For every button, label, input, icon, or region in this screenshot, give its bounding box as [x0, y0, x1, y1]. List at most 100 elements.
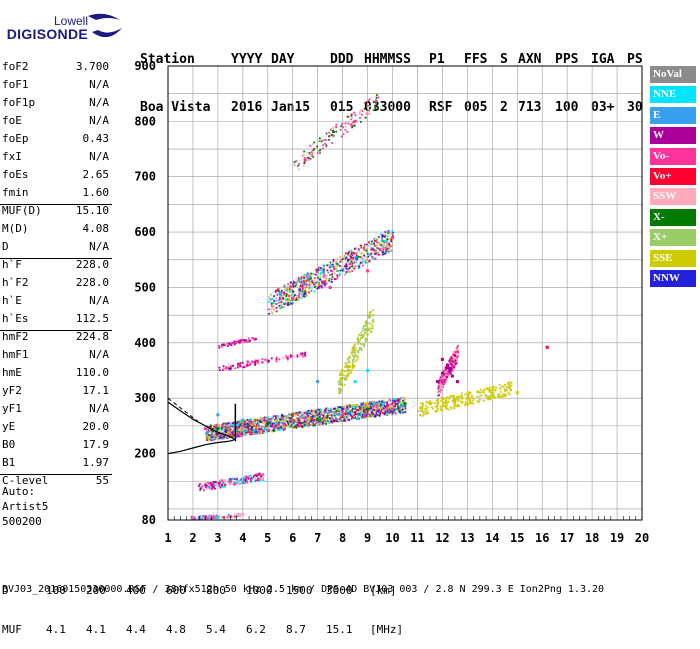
echo-dot	[260, 428, 263, 430]
echo-dot	[320, 413, 323, 416]
data-point	[303, 158, 307, 162]
echo-dot	[260, 475, 262, 478]
echo-dot	[310, 154, 313, 157]
echo-dot	[359, 405, 362, 408]
echo-dot	[280, 303, 283, 306]
echo-dot	[387, 230, 390, 233]
echo-dot	[363, 328, 366, 330]
echo-dot	[359, 262, 362, 265]
echo-dot	[367, 255, 370, 258]
echo-dot	[326, 416, 329, 419]
echo-dot	[445, 369, 448, 372]
echo-dot	[273, 302, 276, 304]
param-row: hmF1 N/A	[0, 348, 112, 366]
echo-dot	[242, 426, 245, 429]
echo-dot	[318, 420, 321, 423]
echo-dot	[332, 412, 335, 415]
echo-dot	[312, 273, 315, 276]
echo-dot	[344, 411, 347, 414]
param-label: fxI	[2, 150, 22, 163]
echo-dot	[253, 476, 256, 479]
echo-dot	[289, 414, 292, 416]
echo-dot	[435, 410, 438, 412]
data-point	[366, 369, 370, 373]
param-row: C-level 55	[0, 474, 112, 492]
echo-dot	[329, 411, 331, 413]
echo-dot	[288, 288, 291, 291]
echo-dot	[344, 265, 346, 267]
echo-dot	[252, 337, 255, 339]
echo-dot	[337, 269, 340, 272]
echo-dot	[256, 359, 259, 362]
echo-dot	[367, 402, 370, 405]
echo-dot	[358, 410, 360, 413]
echo-dot	[461, 397, 464, 400]
data-point	[353, 380, 357, 384]
echo-dot	[260, 477, 263, 480]
echo-dot	[429, 400, 431, 403]
echo-dot	[388, 244, 391, 246]
echo-dot	[344, 266, 347, 269]
echo-dot	[298, 288, 301, 291]
echo-dot	[220, 345, 223, 348]
echo-dot	[422, 402, 424, 405]
echo-dot	[255, 431, 258, 433]
echo-dot	[344, 416, 347, 418]
echo-dot	[457, 398, 460, 401]
echo-dot	[380, 404, 382, 407]
echo-dot	[297, 279, 300, 282]
echo-dot	[350, 250, 353, 253]
echo-dot	[339, 256, 342, 258]
echo-dot	[217, 433, 220, 435]
echo-dot	[313, 283, 316, 286]
y-tick-label: 800	[134, 114, 156, 128]
echo-dot	[381, 234, 384, 237]
echo-dot	[285, 303, 287, 306]
echo-dot	[249, 424, 252, 427]
echo-dot	[220, 431, 223, 434]
echo-dot	[218, 437, 220, 440]
echo-dot	[228, 424, 231, 427]
x-tick-label: 3	[214, 531, 221, 545]
param-value: N/A	[89, 294, 109, 307]
echo-dot	[272, 307, 274, 310]
echo-dot	[364, 328, 367, 331]
param-label: foF1	[2, 78, 29, 91]
param-row: foE N/A	[0, 114, 112, 132]
echo-dot	[290, 425, 293, 428]
param-row: foEp 0.43	[0, 132, 112, 150]
echo-dot	[277, 301, 280, 304]
chart-grid	[167, 66, 643, 520]
echo-dot	[258, 478, 261, 481]
echo-dot	[215, 516, 218, 519]
echo-dot	[286, 303, 289, 306]
echo-dot	[362, 406, 365, 409]
echo-dot	[347, 412, 350, 415]
header-field: 015	[330, 100, 354, 115]
echo-dot	[358, 333, 360, 336]
echo-dot	[346, 131, 349, 133]
echo-dot	[307, 410, 310, 412]
echo-dot	[341, 418, 344, 421]
echo-dot	[282, 421, 285, 424]
echo-dot	[294, 413, 296, 416]
echo-dot	[314, 411, 317, 414]
echo-dot	[391, 403, 394, 405]
echo-dot	[361, 408, 363, 411]
echo-dot	[340, 411, 343, 414]
echo-dot	[199, 515, 201, 518]
echo-dot	[451, 400, 454, 402]
echo-dot	[257, 427, 260, 430]
echo-dot	[461, 400, 464, 403]
echo-dot	[460, 392, 463, 395]
param-row: h`E N/A	[0, 294, 112, 312]
echo-dot	[501, 385, 503, 388]
x-tick-label: 5	[264, 531, 271, 545]
echo-dot	[306, 156, 309, 159]
echo-dot	[229, 431, 232, 434]
echo-dot	[358, 405, 361, 408]
echo-dot	[491, 388, 494, 391]
echo-dot	[308, 417, 311, 420]
echo-dot	[243, 431, 246, 434]
echo-dot	[209, 516, 212, 519]
